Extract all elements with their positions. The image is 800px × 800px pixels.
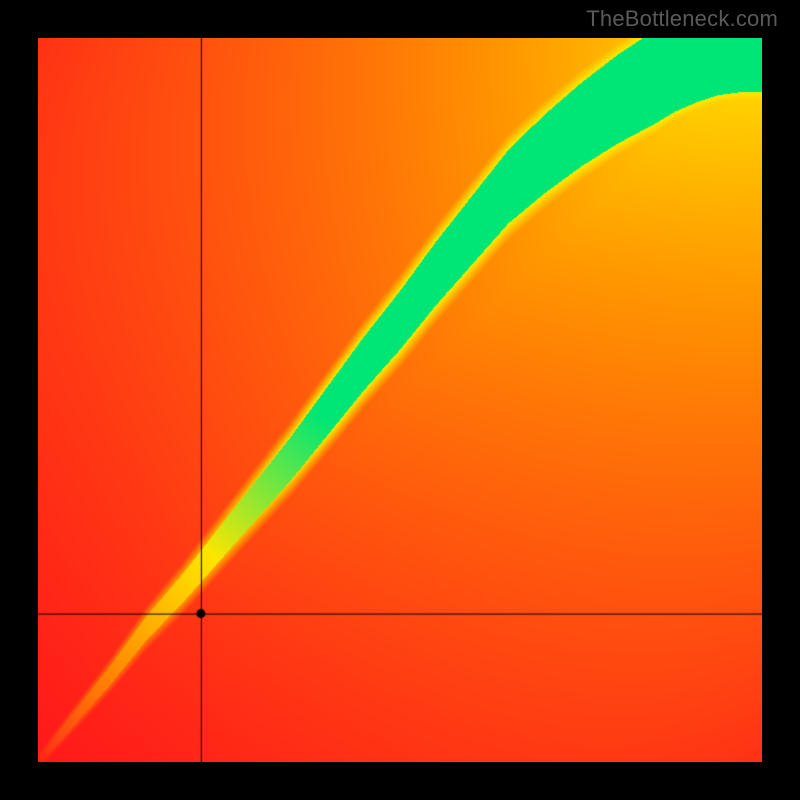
bottleneck-heatmap: [38, 38, 762, 762]
watermark-text: TheBottleneck.com: [586, 6, 778, 32]
heatmap-canvas: [38, 38, 762, 762]
